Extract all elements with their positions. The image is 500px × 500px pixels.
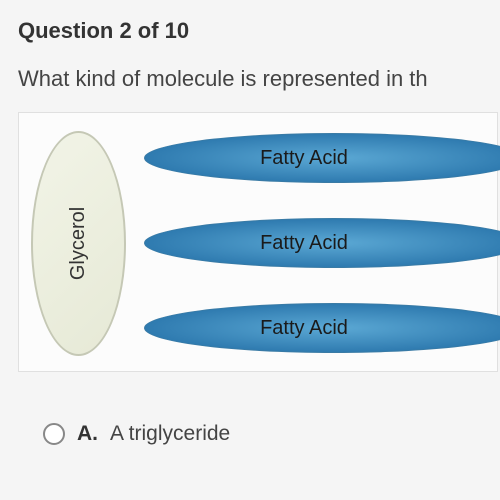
fatty-acid-label: Fatty Acid	[260, 317, 348, 340]
question-text: What kind of molecule is represented in …	[18, 66, 500, 92]
fatty-acid-shape: Fatty Acid	[144, 303, 500, 353]
answer-letter: A.	[77, 422, 98, 446]
answer-option-a[interactable]: A. A triglyceride	[18, 422, 500, 446]
fatty-acid-shape: Fatty Acid	[144, 218, 500, 268]
question-header: Question 2 of 10	[18, 18, 500, 44]
fatty-acid-label: Fatty Acid	[260, 147, 348, 170]
glycerol-label: Glycerol	[67, 207, 90, 280]
quiz-content: Question 2 of 10 What kind of molecule i…	[0, 0, 500, 500]
fatty-acid-shape: Fatty Acid	[144, 133, 500, 183]
fatty-acid-label: Fatty Acid	[260, 232, 348, 255]
radio-icon[interactable]	[43, 423, 65, 445]
glycerol-shape: Glycerol	[31, 131, 126, 356]
answer-text: A triglyceride	[110, 422, 230, 446]
molecule-diagram: Glycerol Fatty Acid Fatty Acid Fatty Aci…	[18, 112, 498, 372]
